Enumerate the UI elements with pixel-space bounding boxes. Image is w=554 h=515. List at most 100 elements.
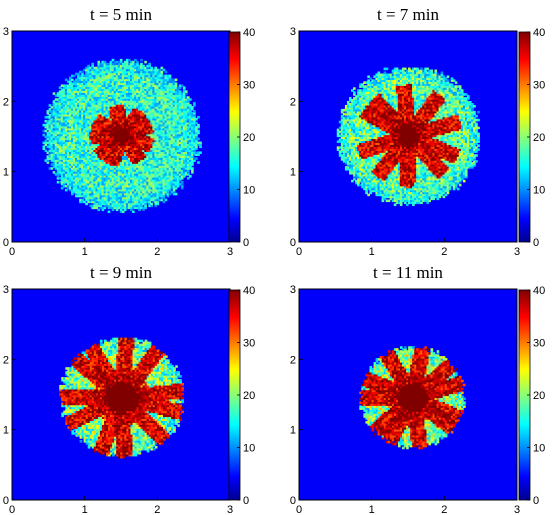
heatmap-cell xyxy=(160,177,164,180)
heatmap-cell xyxy=(107,129,111,133)
heatmap-cell xyxy=(71,165,74,168)
heatmap-cell xyxy=(89,100,92,103)
heatmap-cell xyxy=(182,153,186,156)
heatmap-cell xyxy=(136,123,139,127)
heatmap-cell xyxy=(99,121,103,125)
heatmap-cell xyxy=(117,141,121,145)
heatmap-cell xyxy=(103,125,107,129)
heatmap-cell xyxy=(91,133,94,137)
heatmap-cell xyxy=(123,169,127,172)
heatmap-cell xyxy=(127,129,131,133)
heatmap-cell xyxy=(58,177,62,180)
heatmap-cell xyxy=(75,98,78,101)
heatmap-cell xyxy=(132,159,135,162)
heatmap-cell xyxy=(156,102,160,105)
heatmap-cell xyxy=(79,186,82,190)
heatmap-cell xyxy=(117,108,121,111)
heatmap-cell xyxy=(101,117,105,121)
heatmap-cell xyxy=(142,110,145,113)
heatmap-cell xyxy=(152,74,156,78)
heatmap-cell xyxy=(83,76,86,80)
heatmap-cell xyxy=(87,127,90,131)
heatmap-cell xyxy=(101,173,105,176)
heatmap-cell xyxy=(160,84,164,88)
heatmap-cell xyxy=(71,108,74,111)
heatmap-cell xyxy=(119,112,123,115)
heatmap-cell xyxy=(111,198,115,202)
heatmap-cell xyxy=(91,206,94,210)
heatmap-cell xyxy=(93,182,97,186)
heatmap-cell xyxy=(77,117,80,121)
heatmap-cell xyxy=(71,121,74,125)
heatmap-cell xyxy=(351,116,354,120)
heatmap-cell xyxy=(162,143,166,147)
heatmap-cell xyxy=(180,159,184,162)
heatmap-cell xyxy=(162,157,166,160)
heatmap-cell xyxy=(146,186,149,190)
heatmap-cell xyxy=(136,200,139,204)
heatmap-cell xyxy=(174,98,178,101)
heatmap-cell xyxy=(123,167,127,170)
heatmap-cell xyxy=(178,86,182,89)
heatmap-cell xyxy=(148,161,151,164)
heatmap-cell xyxy=(176,177,180,180)
heatmap-cell xyxy=(170,133,174,137)
heatmap-cell xyxy=(351,110,354,114)
heatmap-cell xyxy=(130,60,133,64)
heatmap-cell xyxy=(95,139,99,143)
heatmap-cell xyxy=(103,110,107,113)
heatmap-cell xyxy=(77,108,80,111)
heatmap-cell xyxy=(71,157,74,160)
heatmap-cell xyxy=(125,76,129,80)
heatmap-cell xyxy=(48,137,52,141)
heatmap-cell xyxy=(174,139,178,143)
heatmap-cell xyxy=(148,175,151,178)
heatmap-cell xyxy=(154,108,158,111)
heatmap-cell xyxy=(56,167,60,170)
heatmap-cell xyxy=(186,167,190,170)
heatmap-cell xyxy=(64,113,68,117)
heatmap-cell xyxy=(75,121,78,125)
heatmap-cell xyxy=(68,135,72,139)
heatmap-cell xyxy=(99,98,103,101)
heatmap-cell xyxy=(182,141,186,145)
heatmap-cell xyxy=(130,198,133,202)
heatmap-cell xyxy=(199,141,202,145)
heatmap-cell xyxy=(71,147,74,151)
heatmap-cell xyxy=(81,143,84,147)
heatmap-cell xyxy=(101,186,105,190)
heatmap-cell xyxy=(109,110,113,113)
heatmap-cell xyxy=(62,112,66,115)
heatmap-cell xyxy=(64,86,68,89)
heatmap-cell xyxy=(180,177,184,180)
heatmap-cell xyxy=(138,90,141,93)
heatmap-cell xyxy=(87,74,90,78)
heatmap-cell xyxy=(64,175,68,178)
heatmap-cell xyxy=(119,119,123,123)
heatmap-cell xyxy=(64,141,68,145)
heatmap-cell xyxy=(125,135,129,139)
heatmap-cell xyxy=(71,102,74,105)
heatmap-cell xyxy=(105,98,109,101)
heatmap-cell xyxy=(91,106,94,109)
heatmap-cell xyxy=(154,159,158,162)
heatmap-cell xyxy=(140,108,143,111)
heatmap-cell xyxy=(138,196,141,200)
heatmap-cell xyxy=(115,151,119,154)
heatmap-cell xyxy=(81,182,84,186)
heatmap-cell xyxy=(359,156,362,159)
heatmap-cell xyxy=(73,125,76,129)
heatmap-cell xyxy=(99,66,103,70)
heatmap-cell xyxy=(107,131,111,135)
heatmap-cell xyxy=(113,123,117,127)
heatmap-cell xyxy=(60,113,64,117)
heatmap-cell xyxy=(71,129,74,133)
heatmap-cell xyxy=(197,115,200,119)
heatmap-cell xyxy=(97,112,101,115)
heatmap-cell xyxy=(355,146,358,149)
heatmap-cell xyxy=(142,163,145,166)
heatmap-cell xyxy=(103,60,107,64)
heatmap-cell xyxy=(146,133,149,137)
heatmap-cell xyxy=(164,190,168,194)
heatmap-cell xyxy=(91,70,94,74)
